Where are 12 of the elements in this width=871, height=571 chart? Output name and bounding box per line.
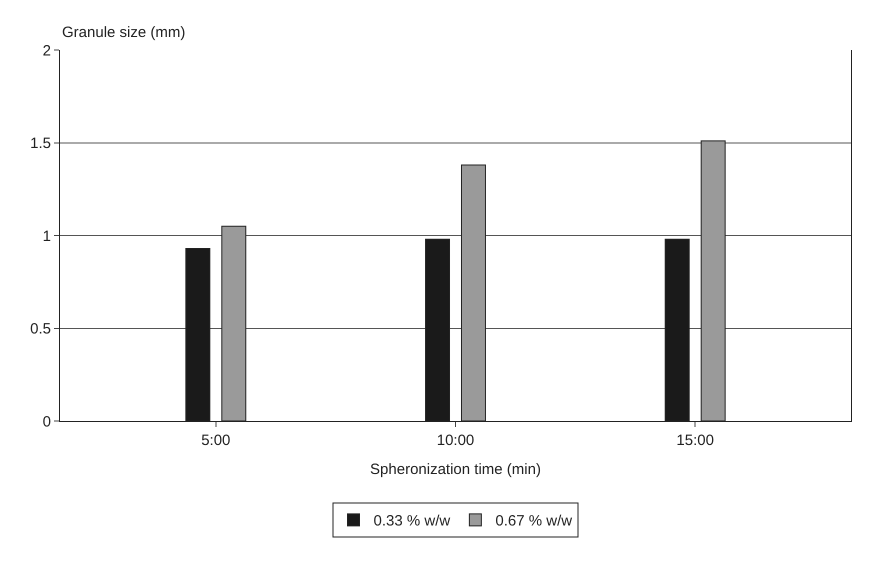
legend-label: 0.33 % w/w: [374, 512, 450, 530]
x-tick-label: 10:00: [436, 432, 474, 449]
y-tick-label: 0: [42, 413, 51, 430]
y-tick-label: 1: [42, 228, 51, 245]
x-tick-label: 15:00: [676, 432, 714, 449]
x-tick-label: 5:00: [201, 432, 230, 449]
y-axis-title: Granule size (mm): [62, 24, 186, 41]
x-axis-title: Spheronization time (min): [370, 461, 541, 478]
y-tick-label: 0.5: [30, 320, 51, 338]
legend-label: 0.67 % w/w: [495, 512, 572, 530]
y-tick-label: 2: [42, 42, 51, 60]
y-tick-label: 1.5: [30, 135, 51, 152]
